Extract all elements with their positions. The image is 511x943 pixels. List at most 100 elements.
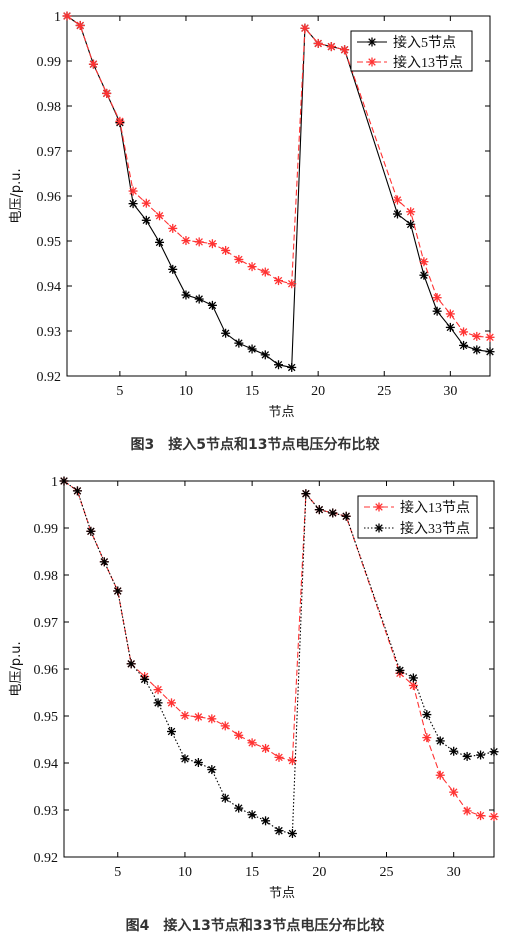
- data-point: [419, 257, 429, 267]
- data-point: [472, 345, 482, 355]
- data-point: [128, 186, 138, 196]
- y-tick-label: 0.94: [34, 757, 59, 772]
- legend-label-1: 接入13节点: [393, 54, 463, 71]
- data-point: [489, 812, 499, 822]
- data-point: [234, 730, 244, 740]
- x-tick-label: 20: [312, 865, 326, 880]
- data-point: [181, 236, 191, 246]
- legend-marker-0: [367, 37, 377, 47]
- data-point: [128, 199, 138, 209]
- data-point: [221, 245, 231, 255]
- data-point: [75, 20, 85, 30]
- series-line-0: [63, 480, 495, 818]
- data-point: [141, 215, 151, 225]
- data-point: [300, 23, 310, 33]
- data-point: [395, 665, 405, 675]
- figure-caption: 图4 接入13节点和33节点电压分布比较: [126, 917, 385, 934]
- data-point: [167, 727, 176, 737]
- data-point: [220, 721, 230, 731]
- data-point: [274, 360, 283, 370]
- data-point: [422, 733, 432, 743]
- data-point: [472, 331, 482, 341]
- data-point: [153, 698, 163, 708]
- data-point: [261, 816, 271, 826]
- y-tick-label: 0.97: [34, 616, 59, 631]
- data-point: [193, 758, 203, 768]
- data-point: [234, 254, 244, 264]
- figure-3: 5 10 15 20 25 30 0.92 0.93 0.94 0.95 0.96 0.97 0.98 0…: [0, 0, 511, 465]
- legend-label-0: 接入5节点: [393, 34, 456, 51]
- data-point: [247, 738, 257, 748]
- data-point: [207, 714, 217, 724]
- y-tick-label: 1: [54, 10, 61, 25]
- data-point: [314, 505, 324, 515]
- y-tick-label: 0.98: [34, 569, 59, 584]
- y-tick-label: 1: [51, 475, 58, 490]
- y-tick-label: 0.94: [37, 280, 62, 295]
- data-point: [168, 223, 178, 233]
- data-point: [462, 751, 472, 761]
- data-point: [260, 350, 270, 360]
- data-point: [301, 489, 311, 499]
- x-tick-label: 10: [178, 865, 192, 880]
- data-point: [207, 239, 217, 249]
- figure-caption: 图3 接入5节点和13节点电压分布比较: [131, 436, 380, 453]
- data-point: [341, 511, 351, 521]
- data-point: [99, 557, 109, 567]
- y-tick-label: 0.99: [37, 55, 62, 70]
- data-point: [340, 45, 350, 55]
- data-point: [221, 328, 231, 338]
- x-axis-title: 节点: [268, 405, 294, 420]
- data-point: [260, 267, 270, 277]
- data-point: [113, 586, 123, 596]
- data-point: [180, 711, 190, 721]
- y-tick-label: 0.95: [37, 235, 62, 250]
- data-point: [193, 712, 203, 722]
- series-line-1: [66, 15, 491, 338]
- data-point: [449, 746, 459, 756]
- data-point: [313, 38, 323, 48]
- data-point: [234, 803, 244, 813]
- data-point: [102, 88, 112, 98]
- x-tick-label: 5: [114, 865, 121, 880]
- data-point: [419, 270, 429, 280]
- data-point: [155, 237, 165, 247]
- y-tick-label: 0.98: [37, 100, 62, 115]
- data-point: [59, 476, 69, 486]
- data-point: [247, 262, 257, 272]
- legend-marker-1: [374, 523, 384, 533]
- data-point: [432, 293, 442, 303]
- x-tick-label: 25: [380, 865, 394, 880]
- data-point: [328, 508, 338, 518]
- data-point: [140, 674, 150, 684]
- y-tick-label: 0.96: [34, 663, 59, 678]
- data-point: [194, 294, 204, 304]
- data-point: [234, 338, 244, 348]
- data-point: [462, 806, 472, 816]
- legend-box: [357, 495, 478, 539]
- x-tick-label: 30: [447, 865, 461, 880]
- x-tick-label: 15: [245, 865, 259, 880]
- data-point: [432, 306, 442, 316]
- data-point: [287, 829, 297, 838]
- data-point: [274, 752, 284, 762]
- y-axis-title: 电压/p.u.: [9, 641, 24, 696]
- data-point: [194, 237, 204, 247]
- data-point: [406, 219, 416, 229]
- data-point: [274, 276, 283, 286]
- data-point: [408, 673, 418, 683]
- data-point: [287, 362, 297, 372]
- data-point: [207, 300, 217, 310]
- data-point: [141, 198, 151, 208]
- x-axis-title: 节点: [269, 886, 295, 901]
- data-point: [220, 793, 230, 803]
- data-point: [247, 810, 257, 820]
- x-tick-label: 30: [443, 384, 457, 399]
- data-point: [153, 685, 163, 695]
- y-tick-label: 0.93: [34, 804, 59, 819]
- data-point: [445, 309, 455, 319]
- legend-label-0: 接入13节点: [400, 499, 470, 516]
- data-point: [86, 526, 96, 536]
- legend-box: [350, 30, 473, 72]
- y-tick-label: 0.92: [34, 851, 59, 866]
